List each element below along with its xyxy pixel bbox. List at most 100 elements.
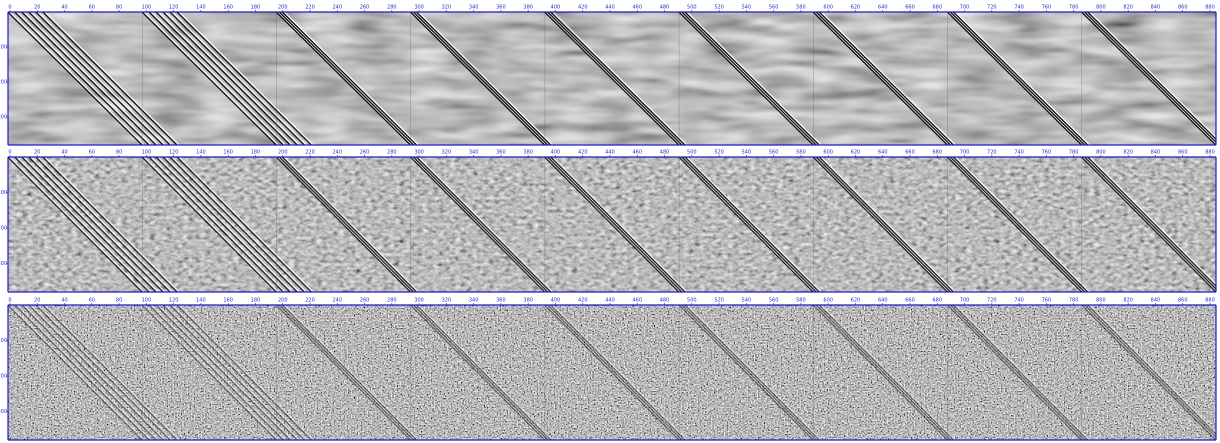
x-tick-label: 240 bbox=[332, 298, 342, 304]
x-tick-label: 420 bbox=[578, 298, 588, 304]
x-tick-label: 840 bbox=[1151, 150, 1161, 156]
x-tick-label: 480 bbox=[660, 150, 670, 156]
x-tick-label: 540 bbox=[742, 150, 752, 156]
x-tick-label: 760 bbox=[1042, 5, 1052, 11]
x-tick-label: 220 bbox=[305, 298, 315, 304]
x-tick-label: 720 bbox=[987, 150, 997, 156]
x-tick-label: 460 bbox=[632, 5, 642, 11]
x-tick-label: 80 bbox=[116, 298, 122, 304]
x-tick-label: 20 bbox=[34, 298, 40, 304]
x-tick-label: 560 bbox=[769, 298, 779, 304]
x-tick-label: 560 bbox=[769, 150, 779, 156]
x-tick-label: 320 bbox=[442, 150, 452, 156]
x-tick-label: 340 bbox=[469, 298, 479, 304]
y-tick-label: 100 bbox=[0, 190, 7, 196]
x-tick-label: 680 bbox=[932, 5, 942, 11]
x-tick-label: 880 bbox=[1205, 5, 1215, 11]
x-tick-label: 820 bbox=[1123, 150, 1133, 156]
x-tick-label: 640 bbox=[878, 150, 888, 156]
y-tick-label: 200 bbox=[0, 374, 7, 380]
x-tick-label: 460 bbox=[632, 298, 642, 304]
x-tick-label: 260 bbox=[360, 298, 370, 304]
x-tick-label: 0 bbox=[8, 298, 11, 304]
x-tick-label: 200 bbox=[278, 5, 288, 11]
panel: 0204060801001201401601802002202402602803… bbox=[0, 150, 1220, 293]
x-tick-label: 180 bbox=[251, 150, 261, 156]
x-tick-label: 160 bbox=[223, 150, 233, 156]
x-tick-label: 360 bbox=[496, 150, 506, 156]
x-tick-label: 520 bbox=[714, 5, 724, 11]
x-tick-label: 300 bbox=[414, 150, 424, 156]
x-tick-label: 500 bbox=[687, 298, 697, 304]
x-tick-label: 60 bbox=[89, 150, 95, 156]
x-tick-label: 0 bbox=[8, 5, 11, 11]
x-tick-label: 20 bbox=[34, 150, 40, 156]
x-tick-label: 800 bbox=[1096, 298, 1106, 304]
x-tick-label: 740 bbox=[1014, 298, 1024, 304]
x-tick-label: 380 bbox=[523, 150, 533, 156]
x-tick-label: 820 bbox=[1123, 5, 1133, 11]
x-tick-label: 780 bbox=[1069, 150, 1079, 156]
x-tick-label: 140 bbox=[196, 5, 206, 11]
x-tick-label: 120 bbox=[169, 298, 179, 304]
x-tick-label: 40 bbox=[61, 150, 67, 156]
x-tick-label: 260 bbox=[360, 5, 370, 11]
x-tick-label: 580 bbox=[796, 150, 806, 156]
x-tick-label: 280 bbox=[387, 5, 397, 11]
x-tick-label: 680 bbox=[932, 150, 942, 156]
x-tick-label: 420 bbox=[578, 150, 588, 156]
x-tick-label: 200 bbox=[278, 150, 288, 156]
x-tick-label: 760 bbox=[1042, 298, 1052, 304]
y-tick-label: 300 bbox=[0, 261, 7, 267]
x-tick-label: 160 bbox=[223, 5, 233, 11]
x-tick-label: 400 bbox=[551, 298, 561, 304]
x-tick-label: 220 bbox=[305, 150, 315, 156]
x-tick-label: 60 bbox=[89, 5, 95, 11]
x-tick-label: 340 bbox=[469, 150, 479, 156]
x-tick-label: 760 bbox=[1042, 150, 1052, 156]
x-tick-label: 260 bbox=[360, 150, 370, 156]
x-tick-label: 860 bbox=[1178, 150, 1188, 156]
x-tick-label: 600 bbox=[823, 5, 833, 11]
x-tick-label: 580 bbox=[796, 298, 806, 304]
x-tick-label: 80 bbox=[116, 5, 122, 11]
x-tick-label: 440 bbox=[605, 150, 615, 156]
x-tick-label: 80 bbox=[116, 150, 122, 156]
x-tick-label: 680 bbox=[932, 298, 942, 304]
x-tick-label: 120 bbox=[169, 5, 179, 11]
x-tick-label: 280 bbox=[387, 298, 397, 304]
x-tick-label: 520 bbox=[714, 298, 724, 304]
x-tick-label: 400 bbox=[551, 150, 561, 156]
x-tick-label: 640 bbox=[878, 298, 888, 304]
y-tick-label: 300 bbox=[0, 115, 7, 121]
x-tick-label: 140 bbox=[196, 150, 206, 156]
x-tick-label: 860 bbox=[1178, 5, 1188, 11]
x-tick-label: 480 bbox=[660, 298, 670, 304]
x-tick-label: 600 bbox=[823, 298, 833, 304]
x-tick-label: 140 bbox=[196, 298, 206, 304]
x-tick-label: 820 bbox=[1123, 298, 1133, 304]
x-tick-label: 520 bbox=[714, 150, 724, 156]
y-tick-label: 200 bbox=[0, 80, 7, 86]
x-tick-label: 660 bbox=[905, 150, 915, 156]
x-tick-label: 180 bbox=[251, 5, 261, 11]
x-tick-label: 800 bbox=[1096, 5, 1106, 11]
x-tick-label: 840 bbox=[1151, 5, 1161, 11]
x-tick-label: 300 bbox=[414, 5, 424, 11]
x-tick-label: 440 bbox=[605, 298, 615, 304]
x-tick-label: 700 bbox=[960, 150, 970, 156]
x-tick-label: 340 bbox=[469, 5, 479, 11]
x-tick-label: 100 bbox=[142, 5, 152, 11]
x-tick-label: 560 bbox=[769, 5, 779, 11]
x-tick-label: 160 bbox=[223, 298, 233, 304]
x-tick-label: 880 bbox=[1205, 298, 1215, 304]
x-tick-label: 780 bbox=[1069, 5, 1079, 11]
x-tick-label: 880 bbox=[1205, 150, 1215, 156]
x-tick-label: 320 bbox=[442, 298, 452, 304]
x-tick-label: 60 bbox=[89, 298, 95, 304]
x-tick-label: 600 bbox=[823, 150, 833, 156]
x-tick-label: 620 bbox=[851, 298, 861, 304]
x-tick-label: 740 bbox=[1014, 150, 1024, 156]
